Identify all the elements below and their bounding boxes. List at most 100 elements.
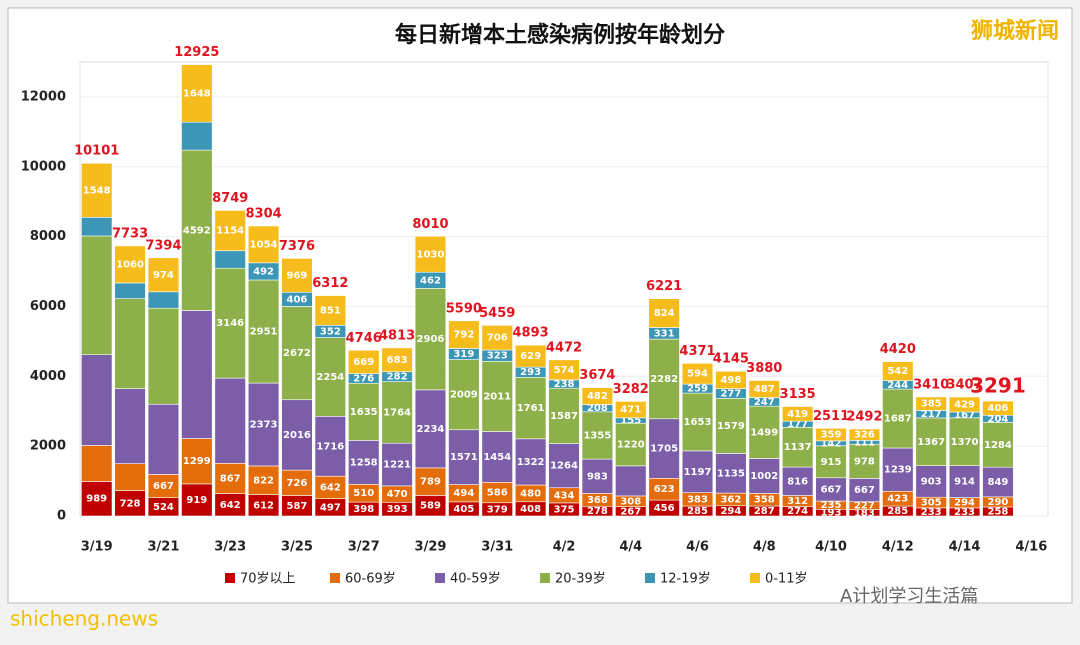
segment-label: 494 xyxy=(453,488,474,499)
y-tick-label: 10000 xyxy=(21,159,66,174)
total-label: 3135 xyxy=(780,387,816,402)
bar-segment xyxy=(381,442,413,487)
x-tick-label: 3/31 xyxy=(481,540,513,555)
segment-label: 406 xyxy=(987,403,1008,414)
segment-label: 227 xyxy=(854,501,875,512)
segment-label: 792 xyxy=(453,330,474,341)
segment-label: 1499 xyxy=(750,427,778,438)
bar-segment xyxy=(114,282,146,299)
segment-label: 594 xyxy=(687,369,708,380)
bar-segment xyxy=(247,279,280,384)
segment-label: 423 xyxy=(887,494,908,505)
bar-segment xyxy=(548,443,580,489)
x-tick-label: 4/16 xyxy=(1015,540,1047,555)
bar-segment xyxy=(147,307,180,405)
bar-segment xyxy=(247,382,280,467)
bar-segment xyxy=(915,396,947,411)
total-label: 7376 xyxy=(279,239,315,254)
bar-segment xyxy=(648,298,680,328)
total-label: 4472 xyxy=(546,340,582,355)
chart-title: 每日新增本土感染病例按年龄划分 xyxy=(395,22,725,48)
bar-segment xyxy=(648,338,680,420)
bar-segment xyxy=(581,411,614,460)
segment-label: 285 xyxy=(887,506,908,517)
segment-label: 419 xyxy=(787,409,808,420)
segment-label: 406 xyxy=(287,294,308,305)
segment-label: 1258 xyxy=(350,457,378,468)
bar-segment xyxy=(448,320,480,349)
total-label: 5590 xyxy=(446,301,482,316)
legend-swatch xyxy=(645,573,655,583)
segment-label: 2951 xyxy=(250,327,278,338)
segment-label: 683 xyxy=(387,355,408,366)
bar-segment xyxy=(281,469,313,496)
bar-segment xyxy=(181,149,213,311)
bar-segment xyxy=(882,361,914,381)
segment-label: 1648 xyxy=(183,88,211,99)
segment-label: 589 xyxy=(420,501,441,512)
x-tick-label: 4/2 xyxy=(553,540,576,555)
segment-label: 462 xyxy=(420,275,441,286)
segment-label: 1054 xyxy=(250,239,278,250)
bar-segment xyxy=(948,396,981,413)
segment-label: 789 xyxy=(420,477,441,488)
segment-label: 278 xyxy=(587,506,608,517)
segment-label: 398 xyxy=(353,504,374,515)
segment-label: 1653 xyxy=(684,417,712,428)
segment-label: 2009 xyxy=(450,390,478,401)
segment-label: 1355 xyxy=(583,430,611,441)
segment-label: 293 xyxy=(520,367,541,378)
legend-swatch xyxy=(540,573,550,583)
y-tick-label: 0 xyxy=(57,509,66,524)
segment-label: 1635 xyxy=(350,407,378,418)
segment-label: 204 xyxy=(987,414,1008,425)
segment-label: 294 xyxy=(954,498,975,509)
segment-label: 142 xyxy=(821,438,842,449)
segment-label: 574 xyxy=(554,365,575,376)
segment-label: 1264 xyxy=(550,461,578,472)
bar-segment xyxy=(181,438,213,485)
legend-label: 0-11岁 xyxy=(765,572,808,587)
segment-label: 642 xyxy=(220,500,241,511)
segment-label: 903 xyxy=(921,476,942,487)
segment-label: 1060 xyxy=(116,259,144,270)
bar-segment xyxy=(748,380,780,398)
bar-segment xyxy=(81,354,113,446)
segment-label: 323 xyxy=(487,351,508,362)
segment-label: 497 xyxy=(320,502,341,513)
segment-label: 2254 xyxy=(316,372,344,383)
segment-label: 183 xyxy=(854,508,875,519)
segment-label: 978 xyxy=(854,456,875,467)
bar-segment xyxy=(181,121,213,151)
bar-segment xyxy=(181,483,213,517)
segment-label: 217 xyxy=(921,409,942,420)
segment-label: 919 xyxy=(186,495,207,506)
segment-label: 1705 xyxy=(650,444,678,455)
total-label: 3407 xyxy=(946,378,982,393)
segment-label: 1370 xyxy=(951,437,979,448)
segment-label: 1579 xyxy=(717,421,745,432)
segment-label: 305 xyxy=(921,498,942,509)
segment-label: 375 xyxy=(554,504,575,515)
bar-segment xyxy=(281,399,313,471)
segment-label: 487 xyxy=(754,384,775,395)
segment-label: 193 xyxy=(821,508,842,519)
bar-segment xyxy=(681,450,714,493)
x-tick-label: 4/8 xyxy=(753,540,776,555)
bar-segment xyxy=(114,490,146,517)
segment-label: 274 xyxy=(787,506,808,517)
segment-label: 587 xyxy=(287,501,308,512)
segment-label: 2282 xyxy=(650,374,678,385)
x-tick-label: 4/12 xyxy=(882,540,914,555)
total-label: 4893 xyxy=(513,326,549,341)
segment-label: 969 xyxy=(287,270,308,281)
total-label: 10101 xyxy=(74,144,119,159)
segment-label: 1716 xyxy=(316,441,344,452)
bar-segment xyxy=(514,344,547,368)
segment-label: 1299 xyxy=(183,456,211,467)
bar-segment xyxy=(815,445,847,479)
segment-label: 1454 xyxy=(483,452,511,463)
x-tick-label: 4/6 xyxy=(686,540,709,555)
total-label: 4371 xyxy=(679,344,715,359)
